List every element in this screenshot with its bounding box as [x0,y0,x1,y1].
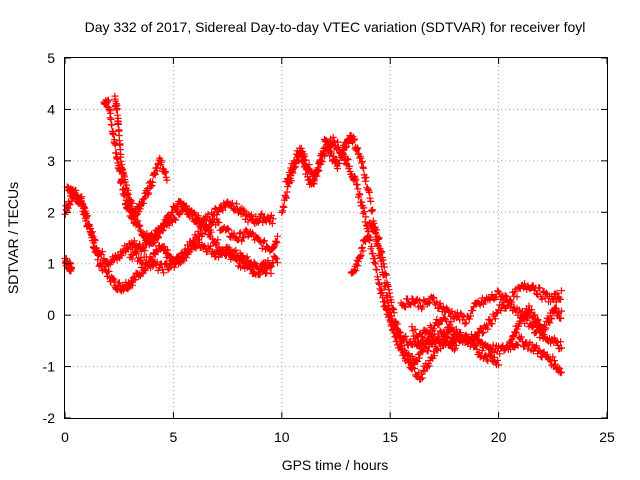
y-tick-label: 5 [47,50,55,66]
marker-path-11 [505,302,565,348]
x-tick-label: 10 [274,429,290,445]
y-tick-label: -1 [43,359,56,375]
marker-path-4 [111,92,171,221]
series-track-i [347,219,459,383]
grid-lines [65,58,607,418]
x-axis-label: GPS time / hours [282,457,389,473]
x-tick-label: 20 [491,429,507,445]
y-tick-label: 0 [47,307,55,323]
marker-path-5 [126,222,275,279]
marker-path-8 [347,219,459,383]
marker-path-3 [100,96,277,247]
y-tick-label: 2 [47,204,55,220]
x-tick-label: 15 [382,429,398,445]
y-tick-label: 1 [47,256,55,272]
series-track-e [111,92,171,221]
marker-path-0 [61,255,75,275]
series-track-k [408,296,565,353]
y-tick-label: -2 [43,410,56,426]
y-tick-label: 4 [47,101,55,117]
marker-path-10 [408,296,565,353]
series-track-l [505,302,565,348]
data-points [61,92,565,383]
x-tick-label: 25 [599,429,615,445]
x-tick-label: 0 [61,429,69,445]
series-track-f [126,222,275,279]
series-track-d [100,96,277,247]
y-tick-label: 3 [47,153,55,169]
chart-title: Day 332 of 2017, Sidereal Day-to-day VTE… [85,19,586,35]
y-axis-label: SDTVAR / TECUs [5,182,21,294]
marker-path-7 [282,132,503,369]
series-track-a [61,255,75,275]
plot-frame [64,57,608,419]
axis-ticks: 0 5 10 15 20 25 -2 -1 0 1 2 3 4 5 [43,50,615,445]
x-tick-label: 5 [170,429,178,445]
series-track-h [282,132,503,369]
